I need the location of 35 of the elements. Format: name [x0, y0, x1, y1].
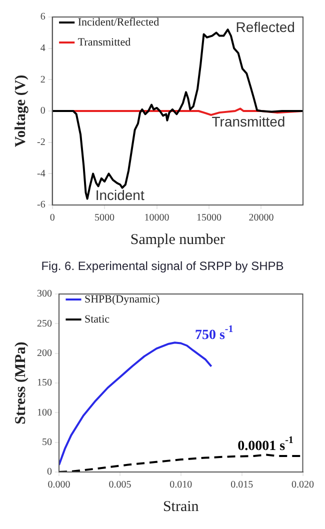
legend-label: Incident/Reflected	[78, 16, 160, 28]
x-tick-label: 0.010	[170, 480, 192, 491]
y-tick-label: -2	[36, 136, 46, 148]
legend-label: Transmitted	[78, 36, 132, 48]
y-tick-label: 200	[37, 348, 52, 359]
caption: Fig. 6. Experimental signal of SRPP by SHPB	[40, 259, 285, 273]
y-axis-title: Voltage (V)	[12, 74, 29, 148]
y-tick-label: 0	[40, 106, 46, 117]
x-axis-title: Sample number	[130, 232, 225, 248]
y-tick-label: 4	[40, 42, 46, 54]
annotation: Incident	[95, 186, 144, 203]
x-tick-label: 20000	[248, 212, 274, 224]
y-tick-label: 300	[37, 288, 52, 300]
annotation: Reflected	[236, 18, 295, 35]
y-tick-label: -4	[36, 168, 46, 180]
x-tick-label: 15000	[196, 212, 222, 224]
x-tick-label: 0.020	[292, 480, 314, 491]
x-tick-label: 0.005	[108, 480, 132, 491]
x-tick-label: 0.000	[48, 480, 70, 491]
y-axis-title: Stress (MPa)	[12, 342, 29, 424]
x-axis-title: Strain	[162, 498, 200, 515]
y-tick-label: 2	[40, 74, 46, 86]
annotation: Transmitted	[212, 113, 286, 130]
x-tick-label: 0.015	[230, 480, 254, 491]
y-tick-label: 100	[37, 407, 52, 418]
y-tick-label: -6	[36, 200, 46, 211]
y-tick-label: 150	[37, 378, 52, 389]
y-tick-label: 6	[40, 12, 46, 23]
y-tick-label: 250	[37, 318, 52, 330]
x-tick-label: 5000	[94, 212, 115, 224]
legend-label: Static	[84, 313, 110, 326]
legend-label: SHPB(Dynamic)	[84, 293, 160, 306]
x-tick-label: 10000	[144, 212, 170, 224]
y-tick-label: 0	[47, 466, 52, 478]
y-tick-label: 50	[42, 436, 52, 448]
